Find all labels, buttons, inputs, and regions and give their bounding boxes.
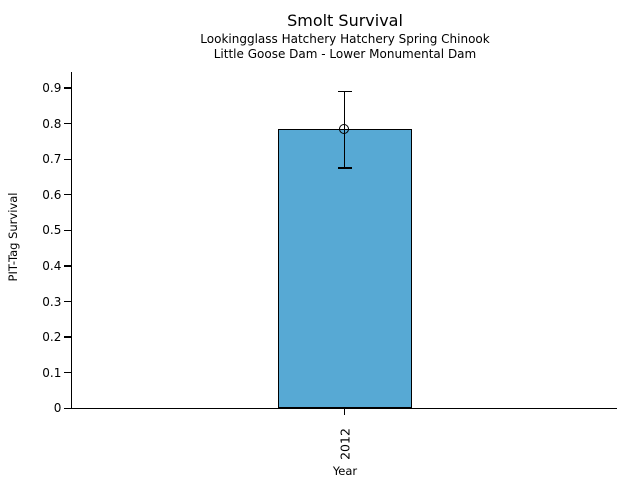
y-tick [64, 372, 71, 374]
x-tick-label: 2012 [337, 428, 352, 460]
y-tick-label: 0.7 [42, 152, 62, 167]
chart-subtitle-line2: Little Goose Dam - Lower Monumental Dam [213, 46, 477, 61]
error-bar-cap-bottom [337, 167, 352, 169]
y-axis-label: PIT-Tag Survival [6, 192, 20, 282]
y-tick [64, 158, 71, 160]
chart-title: Smolt Survival [287, 11, 403, 30]
y-tick [64, 229, 71, 231]
bar-2012 [277, 128, 412, 409]
x-tick [343, 408, 346, 415]
chart-subtitle-line1: Lookingglass Hatchery Hatchery Spring Ch… [200, 31, 490, 46]
y-tick-label: 0.4 [42, 258, 62, 273]
x-axis-label: Year [332, 464, 358, 478]
y-tick-label: 0 [53, 401, 62, 416]
y-tick [64, 87, 71, 89]
point-marker-icon [339, 123, 350, 134]
y-tick [64, 265, 71, 267]
y-tick-label: 0.3 [42, 294, 62, 309]
y-tick [64, 336, 71, 338]
error-bar-cap-top [337, 90, 352, 93]
y-tick-label: 0.8 [42, 116, 62, 131]
y-axis-line [70, 72, 73, 409]
y-tick-label: 0.6 [42, 187, 62, 202]
y-tick [64, 194, 71, 196]
y-tick [64, 407, 71, 409]
y-tick-label: 0.1 [42, 365, 62, 380]
y-tick [64, 122, 71, 125]
y-tick [64, 300, 71, 303]
y-tick-label: 0.2 [42, 330, 62, 345]
y-tick-label: 0.9 [42, 81, 62, 95]
y-tick-label: 0.5 [42, 223, 62, 238]
